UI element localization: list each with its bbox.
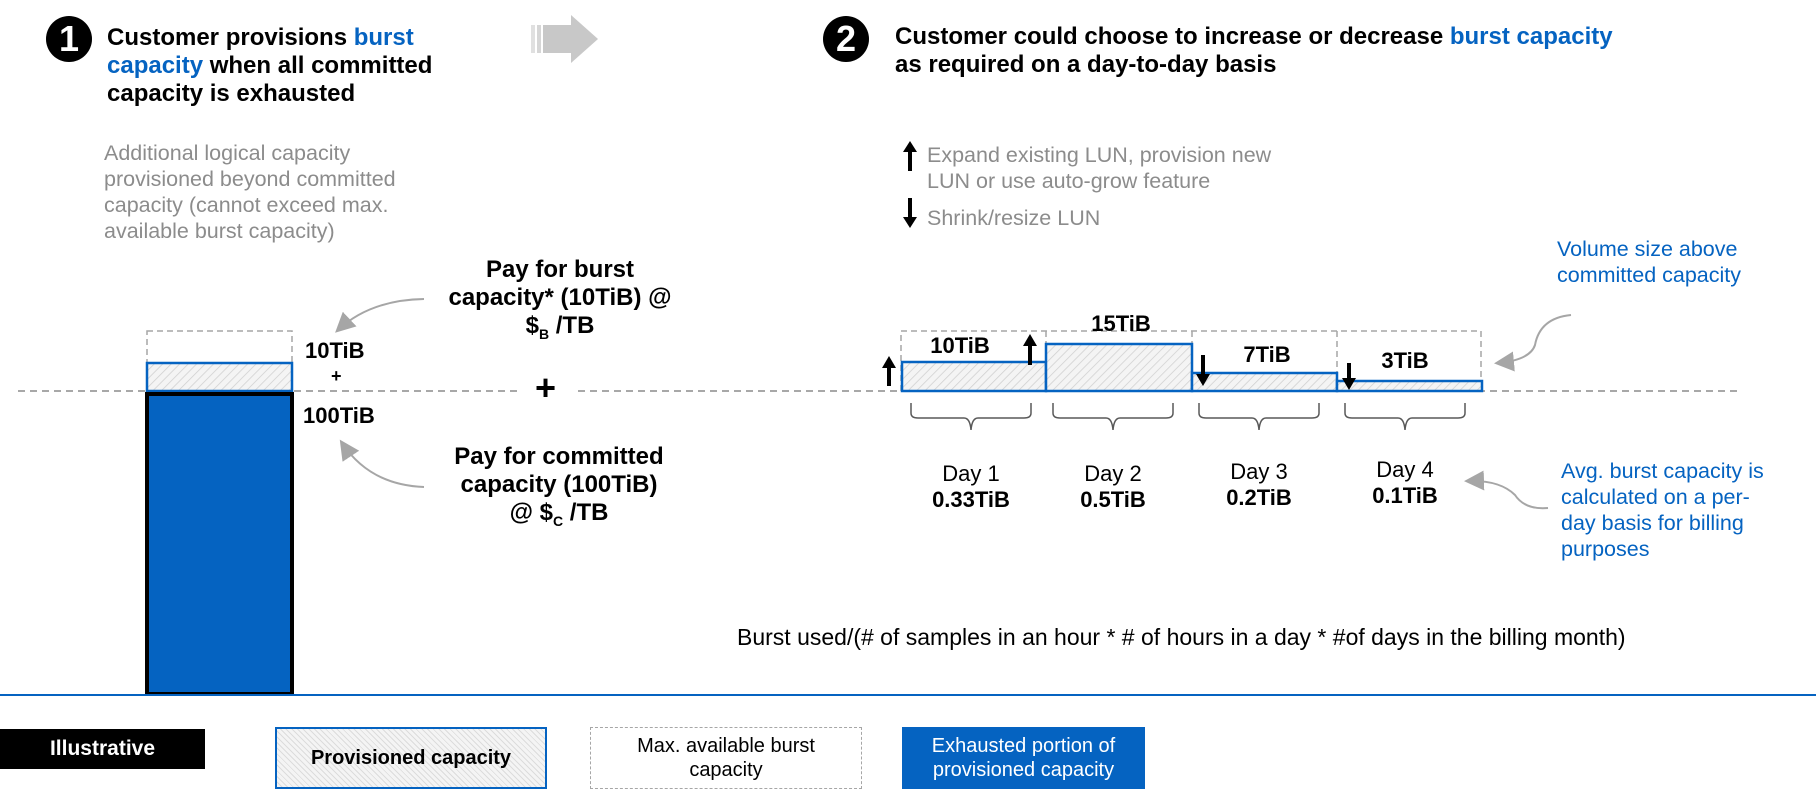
bullet-down-text: Shrink/resize LUN <box>927 206 1101 230</box>
pay-committed-pointer <box>339 439 425 488</box>
pay-burst-pointer <box>335 298 425 333</box>
step-1-badge: 1 <box>46 16 92 62</box>
day1-burst-label: 10TiB <box>930 333 990 358</box>
day2-caption: Day 2 0.5TiB <box>1080 461 1146 512</box>
down-arrow-icon <box>1196 355 1356 390</box>
big-plus-sign: + <box>535 367 557 408</box>
legend-max-burst: Max. available burst capacity <box>590 727 862 789</box>
day3-caption: Day 3 0.2TiB <box>1226 459 1292 510</box>
step-2-title: Customer could choose to increase or dec… <box>895 23 1613 78</box>
day4-burst-label: 3TiB <box>1381 348 1429 373</box>
max-burst-box-1 <box>146 330 293 364</box>
volume-note-pointer <box>1494 314 1572 372</box>
billing-formula: Burst used/(# of samples in an hour * # … <box>737 624 1626 650</box>
day4-bar <box>1335 379 1484 393</box>
illustrative-tag: Illustrative <box>0 729 205 769</box>
volume-size-note: Volume size above committed capacity <box>1557 237 1742 287</box>
up-arrow-icon <box>882 334 1037 386</box>
legend-exhausted: Exhausted portion of provisioned capacit… <box>902 727 1145 789</box>
day3-burst-label: 7TiB <box>1243 342 1291 367</box>
bullet-up-text: Expand existing LUN, provision new LUN o… <box>927 143 1272 193</box>
day1-caption: Day 1 0.33TiB <box>932 461 1010 512</box>
step-1-title: Customer provisions burst capacity when … <box>107 24 433 107</box>
pay-committed-text: Pay for committed capacity (100TiB) @ $C… <box>454 443 664 529</box>
committed-capacity-label: 100TiB <box>303 403 375 428</box>
day4-caption: Day 4 0.1TiB <box>1372 457 1438 508</box>
burst-provisioned-bar-1 <box>145 361 294 393</box>
pay-burst-text: Pay for burst capacity* (10TiB) @ $B /TB <box>448 256 672 342</box>
day-braces <box>910 403 1466 431</box>
day2-bar <box>1044 342 1194 393</box>
bullet-up-arrow-icon <box>901 141 919 171</box>
step-1-description: Additional logical capacity provisioned … <box>104 141 396 243</box>
day3-bar <box>1190 371 1339 393</box>
day1-bar <box>900 360 1048 393</box>
bullet-down-arrow-icon <box>901 198 919 228</box>
committed-bar <box>145 392 294 696</box>
avg-note-pointer <box>1464 470 1549 510</box>
legend-provisioned: Provisioned capacity <box>275 727 547 789</box>
small-plus-label: + <box>331 366 342 386</box>
day2-burst-label: 15TiB <box>1091 311 1151 336</box>
step-2-badge: 2 <box>823 16 869 62</box>
burst-capacity-label: 10TiB <box>305 338 365 363</box>
process-arrow-icon <box>531 15 598 63</box>
avg-burst-note: Avg. burst capacity is calculated on a p… <box>1561 459 1764 561</box>
